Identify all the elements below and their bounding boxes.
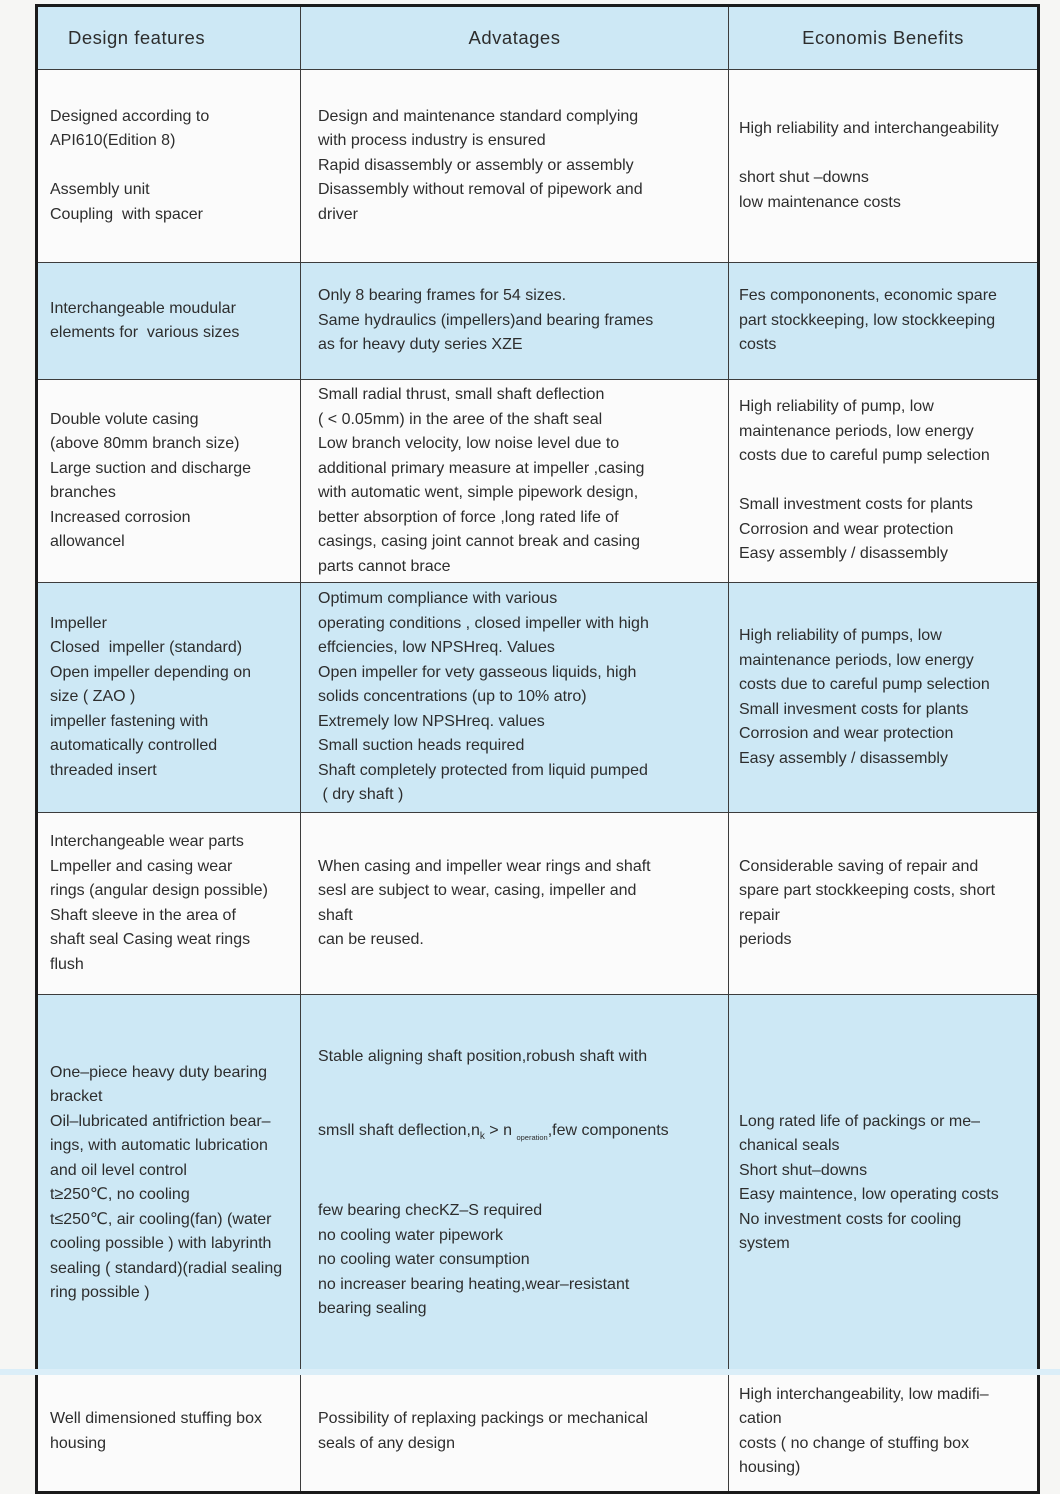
cell-r4-benefits: High reliability of pumps, low maintenan… bbox=[728, 582, 1039, 813]
formula-pre: smsll shaft deflection,n bbox=[318, 1121, 480, 1139]
cell-r1-advantages: Design and maintenance standard complyin… bbox=[300, 69, 729, 263]
cell-r5-features: Interchangeable wear parts Lmpeller and … bbox=[36, 812, 301, 995]
cell-r4-advantages: Optimum compliance with various operatin… bbox=[300, 582, 729, 813]
cell-r6-benefits: Long rated life of packings or me– chani… bbox=[728, 994, 1039, 1373]
subscript-operation: operation bbox=[516, 1132, 548, 1142]
cell-r1-benefits: High reliability and interchangeability … bbox=[728, 69, 1039, 263]
cell-r4-features: Impeller Closed impeller (standard) Open… bbox=[36, 582, 301, 813]
text-line: Stable aligning shaft position,robush sh… bbox=[318, 1048, 648, 1065]
table-row: Interchangeable moudular elements for va… bbox=[36, 262, 1039, 380]
bottom-edge-strip bbox=[0, 1369, 1060, 1375]
cell-r2-advantages: Only 8 bearing frames for 54 sizes. Same… bbox=[300, 262, 729, 380]
header-advantages: Advatages bbox=[300, 5, 729, 70]
table-row: Interchangeable wear parts Lmpeller and … bbox=[36, 812, 1039, 995]
cell-r7-features: Well dimensioned stuffing box housing bbox=[36, 1371, 301, 1493]
cell-r2-benefits: Fes compononents, economic spare part st… bbox=[728, 262, 1039, 380]
table-row: Well dimensioned stuffing box housing Po… bbox=[36, 1371, 1039, 1493]
header-economic-benefits: Economis Benefits bbox=[728, 5, 1039, 70]
table-row: Double volute casing (above 80mm branch … bbox=[36, 379, 1039, 583]
cell-r5-advantages: When casing and impeller wear rings and … bbox=[300, 812, 729, 995]
text-block: few bearing checKZ–S required no cooling… bbox=[318, 1202, 630, 1317]
cell-r3-features: Double volute casing (above 80mm branch … bbox=[36, 379, 301, 583]
pump-features-table: Design features Advatages Economis Benef… bbox=[35, 4, 1040, 1494]
cell-r6-features: One–piece heavy duty bearing bracket Oil… bbox=[36, 994, 301, 1373]
table-header-row: Design features Advatages Economis Benef… bbox=[36, 5, 1039, 70]
cell-r7-advantages: Possibility of replaxing packings or mec… bbox=[300, 1371, 729, 1493]
cell-r1-features: Designed according to API610(Edition 8) … bbox=[36, 69, 301, 263]
table-row: One–piece heavy duty bearing bracket Oil… bbox=[36, 994, 1039, 1373]
formula-line: smsll shaft deflection,nk > n operation,… bbox=[318, 1119, 727, 1151]
cell-r7-benefits: High interchangeability, low madifi– cat… bbox=[728, 1371, 1039, 1493]
table-row: Designed according to API610(Edition 8) … bbox=[36, 69, 1039, 263]
formula-post: ,few components bbox=[547, 1121, 669, 1139]
cell-r3-advantages: Small radial thrust, small shaft deflect… bbox=[300, 379, 729, 583]
cell-r2-features: Interchangeable moudular elements for va… bbox=[36, 262, 301, 380]
cell-r6-advantages: Stable aligning shaft position,robush sh… bbox=[300, 994, 729, 1373]
subscript-k: k bbox=[479, 1130, 485, 1142]
cell-r5-benefits: Considerable saving of repair and spare … bbox=[728, 812, 1039, 995]
header-design-features: Design features bbox=[36, 5, 301, 70]
cell-r3-benefits: High reliability of pump, low maintenanc… bbox=[728, 379, 1039, 583]
formula-mid: > n bbox=[484, 1121, 517, 1139]
table-row: Impeller Closed impeller (standard) Open… bbox=[36, 582, 1039, 813]
